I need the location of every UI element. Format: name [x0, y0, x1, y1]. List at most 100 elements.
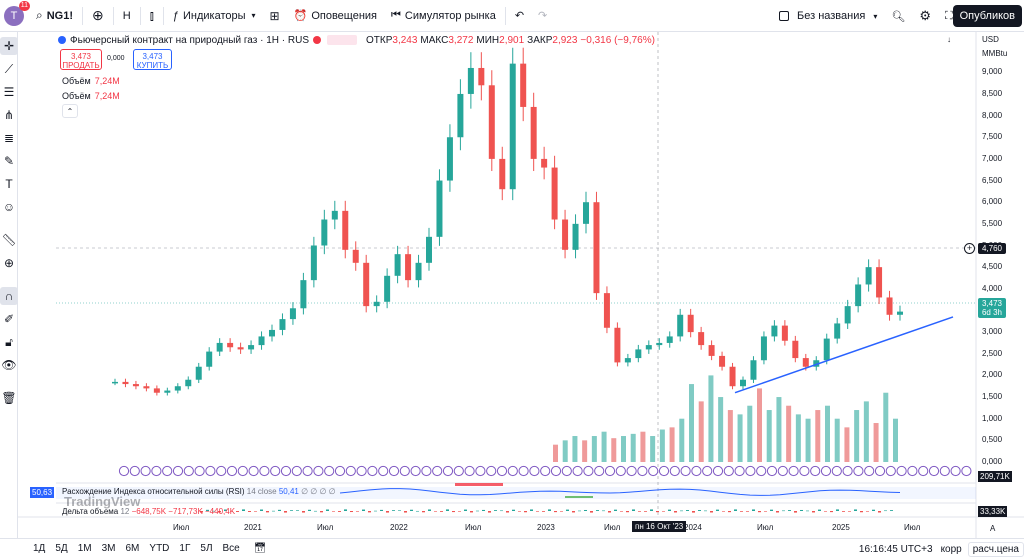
user-avatar[interactable]: T 11 [4, 0, 30, 26]
bottom-toolbar: 1Д 5Д 1М 3М 6М YTD 1Г 5Л Все 📅︎ 16:16:45 UTC+3 к… [0, 538, 1024, 558]
settlement-button[interactable]: расч.цена [967, 541, 1024, 557]
currency-label[interactable]: USD [982, 35, 999, 44]
range-button[interactable]: YTD [149, 543, 170, 554]
horizontal-lines-tool[interactable]: ☰ [0, 83, 18, 101]
pencil-lock-icon: ✐ [3, 312, 15, 326]
stay-drawing-tool[interactable]: ✐ [0, 310, 18, 328]
quick-search-icon: 🔍︎ [891, 10, 906, 23]
candle [530, 92, 537, 172]
range-button[interactable]: Все [222, 543, 240, 554]
delta-bar [290, 510, 293, 511]
publish-button[interactable]: Опубликов [952, 5, 1022, 27]
range-button[interactable]: 3М [101, 543, 116, 554]
hide-tool[interactable]: 👁︎ [0, 356, 18, 374]
candle [509, 47, 516, 201]
candle [300, 272, 307, 315]
event-marker [529, 465, 540, 477]
settings-button[interactable]: ⚙ [912, 0, 938, 32]
candle [405, 245, 412, 288]
range-button[interactable]: 5Д [55, 543, 68, 554]
date-range-button[interactable]: 📅︎ [249, 543, 272, 554]
range-button[interactable]: 1М [77, 543, 92, 554]
replay-button[interactable]: ⏮ Симулятор рынка [384, 0, 503, 32]
candle [499, 146, 506, 201]
brush-tool[interactable]: ✎ [0, 152, 18, 170]
emoji-tool[interactable]: ☺ [0, 198, 18, 216]
time-tick-label: Июл [757, 523, 774, 532]
event-marker [572, 465, 583, 477]
lock-tool[interactable]: 🔓︎ [0, 333, 18, 351]
bottom-right-group: 16:16:45 UTC+3 корр расч.цена [859, 539, 1024, 558]
crosshair-tool[interactable]: ✛ [0, 37, 18, 55]
trendline-tool[interactable]: ⟋ [0, 60, 18, 78]
interval-button[interactable]: H [122, 9, 131, 22]
rsi-empty-values: ∅ ∅ ∅ ∅ [301, 487, 336, 496]
notification-badge: 11 [18, 0, 30, 11]
candle [792, 335, 799, 363]
text-tool[interactable]: T [0, 175, 18, 193]
event-marker [162, 465, 173, 477]
event-marker [216, 465, 227, 477]
divider [504, 6, 506, 25]
zoom-tool[interactable]: ⊕ [0, 254, 18, 272]
collapse-legend-button[interactable]: ⌃ [62, 104, 78, 118]
rsi-params: 14 close [246, 487, 277, 496]
event-marker [367, 465, 378, 477]
delta-legend[interactable]: Дельта объема 12 −648,75K −717,73K −440,… [62, 507, 235, 516]
volume-bar [786, 405, 792, 462]
layout-menu-button[interactable]: Без названия ▾ [772, 0, 884, 32]
volume-legend-2[interactable]: Объём 7,24M [62, 91, 120, 101]
undo-button[interactable]: ↶ [508, 0, 531, 32]
volume-bar [591, 436, 597, 462]
fullscreen-button[interactable]: ⛶ [938, 0, 960, 32]
indicators-button[interactable]: ƒ Индикаторы ▾ [166, 0, 263, 32]
range-button[interactable]: 1Д [33, 543, 46, 554]
rsi-legend[interactable]: Расхождение Индекса относительной силы (… [62, 487, 336, 496]
fib-tool[interactable]: ≣ [0, 129, 18, 147]
delta-bar [734, 509, 737, 511]
delete-tool[interactable]: 🗑︎ [0, 389, 18, 407]
delta-bar [812, 511, 815, 513]
event-marker [388, 465, 400, 477]
candle [289, 302, 296, 325]
volume-legend[interactable]: Объём 7,24M [62, 76, 120, 86]
layouts-button[interactable]: ⊞ [263, 0, 287, 32]
time-tick-label: Июл [317, 523, 334, 532]
volume-label: Объём [62, 91, 91, 101]
trendline-drawing[interactable] [734, 316, 954, 394]
add-alert-icon[interactable]: + [964, 243, 975, 254]
delta-bar [548, 509, 551, 511]
compare-button[interactable]: ⊕ [85, 0, 111, 32]
arrow-down-icon[interactable]: ↓ [947, 35, 951, 44]
clock[interactable]: 16:16:45 UTC+3 [858, 543, 933, 555]
magnet-tool[interactable]: ∩ [0, 287, 18, 305]
adjust-button[interactable]: корр [940, 543, 962, 555]
event-marker [561, 465, 572, 477]
sell-button[interactable]: 3,473 ПРОДАТЬ [60, 49, 102, 70]
time-tick-label: Июл [904, 523, 921, 532]
candle [478, 52, 485, 101]
chart-type-button[interactable]: ⫾ [143, 0, 161, 32]
alerts-button[interactable]: ⏰ Оповещения [287, 0, 384, 32]
quick-search-button[interactable]: 🔍︎ [884, 0, 912, 32]
delta-bar [626, 511, 629, 513]
auto-scale-button[interactable]: A [990, 524, 996, 533]
delta-bar [446, 509, 449, 511]
range-button[interactable]: 6М [125, 543, 140, 554]
event-marker [842, 465, 853, 477]
range-button[interactable]: 1Г [179, 543, 191, 554]
chart-legend[interactable]: Фьючерсный контракт на природный газ · 1… [58, 33, 655, 47]
symbol-search-button[interactable]: ⌕ NG1! [24, 0, 80, 32]
redo-button[interactable]: ↷ [531, 0, 554, 32]
event-marker [799, 465, 810, 477]
range-button[interactable]: 5Л [200, 543, 213, 554]
ruler-tool[interactable]: 📏︎ [0, 231, 18, 249]
zoom-in-icon: ⊕ [3, 256, 15, 270]
unit-label[interactable]: MMBtu [982, 49, 1008, 58]
buy-button[interactable]: 3,473 КУПИТЬ [133, 49, 172, 70]
delta-bar [632, 509, 635, 511]
pitchfork-tool[interactable]: ⋔ [0, 106, 18, 124]
legend-controls[interactable] [327, 35, 357, 45]
delta-bar [764, 511, 767, 512]
